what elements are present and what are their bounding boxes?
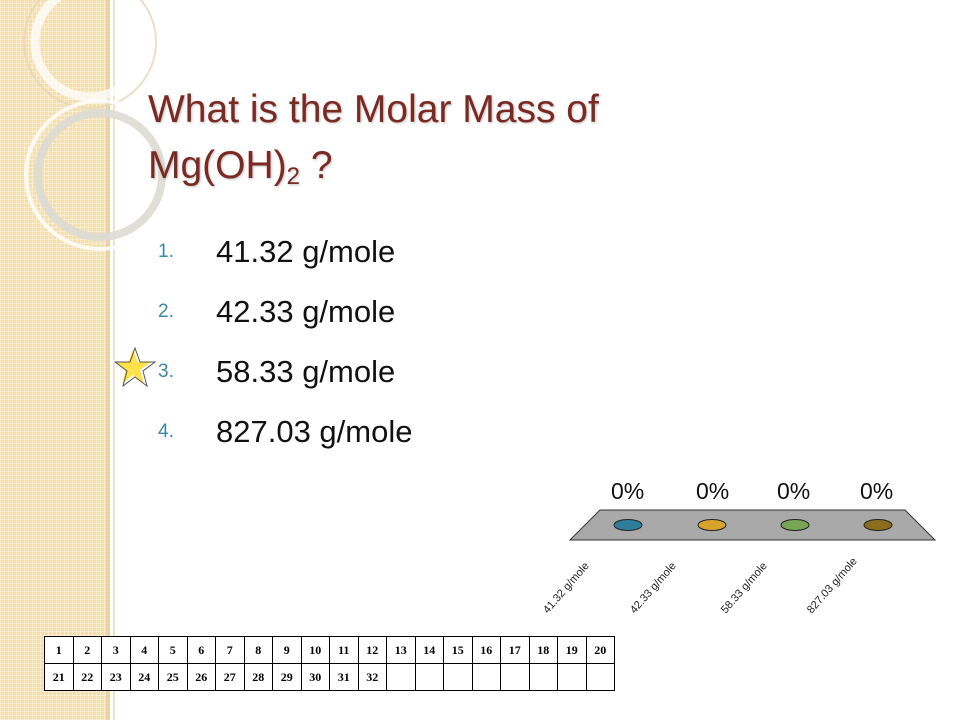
chart-bars [613, 519, 893, 531]
chart-base-platform [568, 509, 937, 541]
grid-cell: 7 [215, 636, 245, 664]
response-percent: 0% [860, 478, 894, 504]
option-number: 2. [158, 301, 174, 322]
chart-bar-marker [780, 519, 810, 531]
grid-cell: 21 [44, 663, 74, 691]
grid-cell [471, 663, 501, 691]
grid-cell: 31 [329, 663, 359, 691]
grid-cell: 29 [272, 663, 302, 691]
grid-cell: 1 [44, 636, 74, 664]
grid-cell: 23 [101, 663, 131, 691]
category-label: 58.33 g/mole [718, 560, 770, 616]
option-text: 58.33 g/mole [216, 354, 396, 389]
response-percent: 0% [777, 478, 811, 504]
star-icon [110, 344, 156, 388]
participant-grid: 1 2 3 4 5 6 7 8 9 10 11 12 13 14 15 16 17 18 19 20 21 22 23 24… [44, 636, 615, 691]
category-label: 827.03 g/mole [804, 555, 860, 616]
grid-cell: 20 [585, 636, 615, 664]
grid-cell: 14 [414, 636, 444, 664]
answer-option-3[interactable]: 3. 58.33 g/mole [158, 342, 412, 402]
grid-cell: 13 [386, 636, 416, 664]
grid-cell: 10 [300, 636, 330, 664]
grid-cell: 16 [471, 636, 501, 664]
grid-cell: 12 [357, 636, 387, 664]
grid-cell: 8 [243, 636, 273, 664]
title-formula: Mg(OH) [148, 144, 287, 187]
grid-cell: 22 [72, 663, 102, 691]
slide-title: What is the Molar Mass of Mg(OH)2 ? [148, 82, 768, 205]
grid-cell: 5 [158, 636, 188, 664]
grid-cell [528, 663, 558, 691]
title-end: ? [300, 144, 333, 187]
grid-cell: 27 [215, 663, 245, 691]
grid-cell: 28 [243, 663, 273, 691]
chart-bar-marker [697, 519, 727, 531]
grid-cell [414, 663, 444, 691]
answer-option-2[interactable]: 2. 42.33 g/mole [158, 282, 412, 342]
category-label: 42.33 g/mole [627, 560, 679, 616]
option-number: 4. [158, 421, 174, 442]
answer-option-4[interactable]: 4. 827.03 g/mole [158, 402, 412, 462]
decorative-rings [23, 0, 176, 251]
response-chart [568, 509, 937, 541]
grid-cell: 3 [101, 636, 131, 664]
option-text: 827.03 g/mole [216, 414, 413, 449]
grid-cell: 30 [300, 663, 330, 691]
category-label: 41.32 g/mole [540, 560, 592, 616]
grid-cell [585, 663, 615, 691]
option-text: 41.32 g/mole [216, 234, 396, 269]
title-subscript: 2 [286, 163, 301, 190]
grid-cell: 24 [129, 663, 159, 691]
response-percent: 0% [696, 478, 730, 504]
grid-cell: 18 [528, 636, 558, 664]
grid-cell: 32 [357, 663, 387, 691]
grid-cell [557, 663, 587, 691]
grid-cell: 11 [329, 636, 359, 664]
grid-row: 21 22 23 24 25 26 27 28 29 30 31 32 [44, 663, 615, 691]
answer-list: 1. 41.32 g/mole 2. 42.33 g/mole 3. 58.33… [158, 222, 412, 462]
answer-option-1[interactable]: 1. 41.32 g/mole [158, 222, 412, 282]
chart-bar-marker [613, 519, 643, 531]
grid-cell: 2 [72, 636, 102, 664]
band-divider-thin [113, 0, 115, 720]
grid-cell: 25 [158, 663, 188, 691]
grid-cell: 15 [443, 636, 473, 664]
grid-cell [500, 663, 530, 691]
grid-cell: 9 [272, 636, 302, 664]
grid-cell: 26 [186, 663, 216, 691]
band-divider [106, 0, 110, 720]
option-number: 3. [158, 361, 174, 382]
grid-cell [443, 663, 473, 691]
grid-cell: 17 [500, 636, 530, 664]
grid-row: 1 2 3 4 5 6 7 8 9 10 11 12 13 14 15 16 17 18 19 20 [44, 636, 615, 664]
grid-cell: 4 [129, 636, 159, 664]
title-main: What is the Molar Mass of [148, 88, 599, 131]
option-text: 42.33 g/mole [216, 294, 396, 329]
response-percent: 0% [611, 478, 645, 504]
grid-cell: 6 [186, 636, 216, 664]
grid-cell [386, 663, 416, 691]
chart-bar-marker [863, 519, 893, 531]
option-number: 1. [158, 241, 174, 262]
grid-cell: 19 [557, 636, 587, 664]
